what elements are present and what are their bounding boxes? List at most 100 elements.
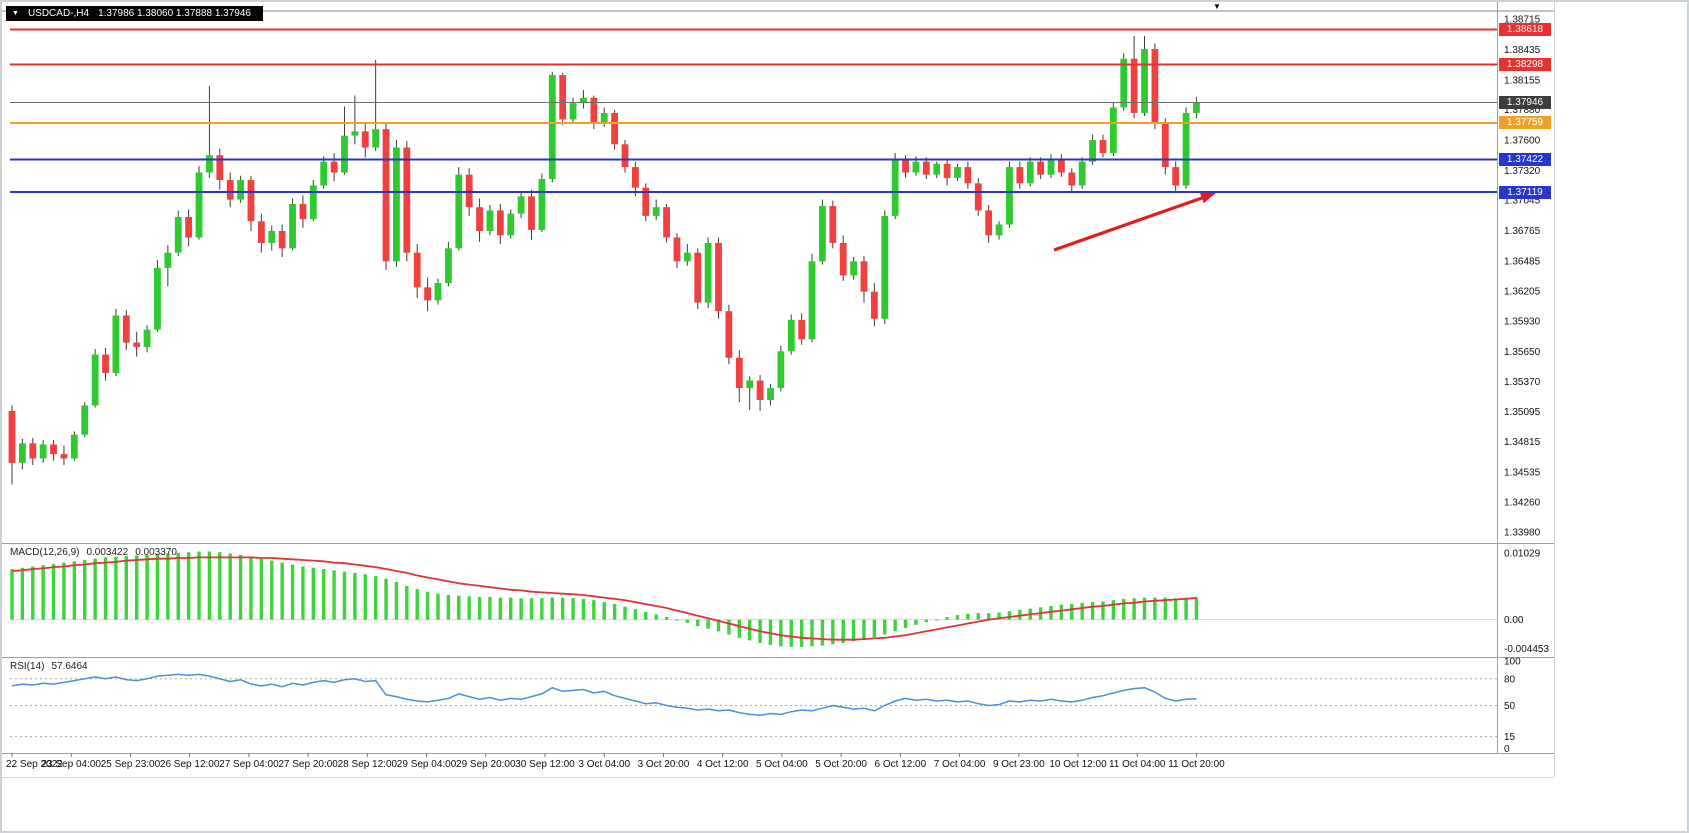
price-tick-label: 1.37045	[1504, 196, 1541, 207]
candle	[50, 444, 57, 455]
candle	[309, 185, 317, 220]
candle	[341, 135, 348, 173]
macd-bar	[966, 613, 970, 620]
macd-bar	[633, 609, 638, 620]
price-tick-label: 1.35650	[1504, 347, 1541, 358]
macd-bar	[124, 556, 128, 620]
macd-bar	[810, 619, 814, 647]
candle	[1078, 161, 1086, 186]
macd-bar	[332, 570, 336, 620]
macd-bar	[280, 562, 284, 620]
candle	[382, 129, 390, 262]
candle	[694, 252, 702, 303]
macd-bar	[446, 594, 451, 620]
candle	[8, 410, 16, 463]
candle	[1047, 158, 1055, 175]
macd-bar	[394, 582, 399, 620]
macd-bar	[259, 558, 264, 620]
macd-bar	[1132, 598, 1136, 620]
candle	[257, 221, 265, 243]
arrow-annotation[interactable]	[1053, 192, 1216, 252]
time-label: 29 Sep 04:00	[397, 759, 457, 770]
price-tick-label: 1.35370	[1504, 377, 1541, 388]
macd-bar	[134, 555, 139, 620]
time-label: 3 Oct 04:00	[578, 759, 630, 770]
candle	[787, 319, 795, 352]
macd-bar	[270, 560, 274, 620]
macd-bar	[1101, 601, 1105, 620]
macd-bar	[1194, 597, 1199, 620]
candle	[715, 242, 722, 312]
time-label: 6 Oct 12:00	[874, 759, 926, 770]
macd-bar	[238, 554, 243, 620]
macd-bar	[114, 556, 118, 620]
candle	[1026, 161, 1034, 184]
candle	[444, 248, 452, 283]
macd-bar	[529, 598, 534, 620]
time-label: 11 Oct 20:00	[1168, 759, 1225, 770]
candle	[465, 174, 473, 208]
candle	[424, 287, 431, 301]
candle	[559, 75, 567, 120]
macd-bar	[1163, 597, 1167, 620]
macd-bar	[706, 619, 710, 629]
time-label: 30 Sep 12:00	[515, 759, 575, 770]
candle	[839, 242, 847, 276]
candle	[1120, 58, 1128, 108]
macd-bar	[425, 591, 430, 620]
price-tick-label: 1.37880	[1504, 105, 1541, 116]
macd-tick-label: 0.00	[1504, 615, 1524, 626]
macd-bar	[41, 565, 45, 620]
macd-bar	[436, 593, 440, 620]
candle	[808, 261, 816, 340]
candle	[933, 163, 941, 175]
pivot-badge: 1.37759	[1499, 116, 1551, 130]
macd-bar	[1007, 611, 1012, 620]
candle	[122, 315, 130, 343]
macd-bar	[997, 612, 1001, 620]
candle	[226, 180, 234, 200]
candle	[1172, 167, 1180, 186]
candle	[870, 291, 878, 319]
macd-bar	[602, 602, 606, 620]
macd-bar	[384, 578, 388, 620]
support-upper-badge: 1.37422	[1499, 152, 1551, 166]
macd-bar	[914, 619, 918, 625]
macd-bar	[197, 551, 201, 620]
candle	[1151, 49, 1159, 124]
candle	[964, 167, 972, 184]
candle	[850, 261, 857, 276]
macd-bar	[373, 576, 378, 620]
candle	[995, 224, 1003, 236]
candle	[1182, 112, 1190, 186]
macd-bar	[103, 557, 108, 620]
macd-bar	[716, 619, 721, 632]
macd-bar	[51, 563, 56, 620]
macd-bar	[1090, 602, 1095, 620]
macd-bar	[654, 614, 658, 620]
macd-bar	[519, 598, 523, 620]
price-tick-label: 1.38715	[1504, 15, 1541, 26]
candle	[39, 444, 47, 459]
macd-bar	[155, 554, 160, 620]
price-tick-label: 1.33980	[1504, 528, 1541, 539]
macd-bar	[560, 597, 565, 620]
candle	[829, 206, 837, 243]
candle	[600, 112, 608, 124]
candle	[278, 231, 286, 249]
time-label: 27 Sep 20:00	[278, 759, 338, 770]
macd-header: MACD(12,26,9) 0.003422 0.003370	[10, 547, 177, 558]
candle	[70, 434, 78, 459]
macd-bar	[207, 551, 212, 620]
resistance-lower-badge: 1.38298	[1499, 57, 1551, 71]
candle	[403, 147, 411, 253]
candle	[299, 203, 307, 220]
candle	[1089, 140, 1096, 162]
auto-scroll-marker-icon[interactable]: ▼	[1213, 2, 1221, 11]
macd-bar	[10, 569, 14, 620]
time-label: 26 Sep 12:00	[160, 759, 220, 770]
macd-bar	[831, 619, 835, 645]
rsi-tick-label: 50	[1504, 701, 1516, 712]
candle	[673, 237, 681, 262]
